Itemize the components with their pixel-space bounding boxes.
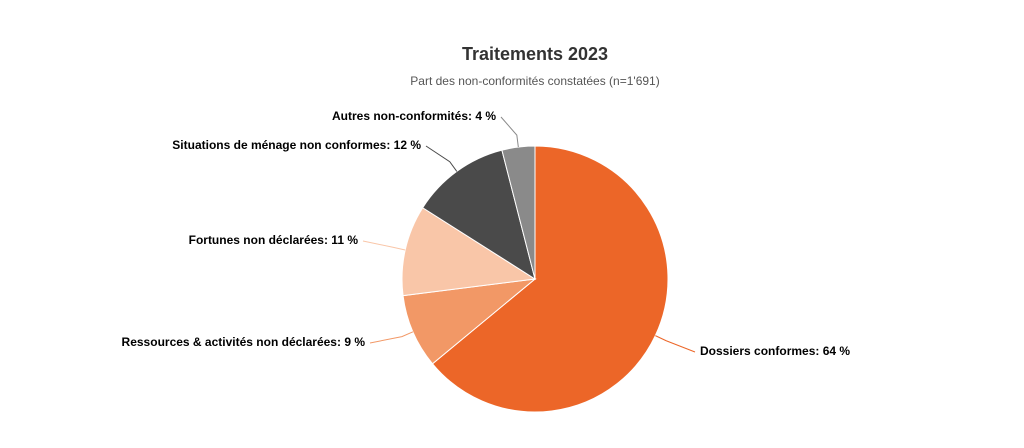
pie-slice: [422, 149, 536, 281]
chart-title: Traitements 2023: [462, 44, 608, 64]
leader-line: [655, 335, 696, 353]
slice-label: Ressources & activités non déclarées: 9 …: [122, 335, 366, 349]
slice-label: Dossiers conformes: 64 %: [700, 344, 850, 358]
slice-label: Autres non-conformités: 4 %: [332, 109, 496, 123]
chart-subtitle: Part des non-conformités constatées (n=1…: [410, 74, 659, 88]
slice-label: Situations de ménage non conformes: 12 %: [172, 138, 421, 152]
leader-line: [362, 240, 406, 251]
leader-line: [500, 116, 519, 148]
leader-line: [425, 145, 458, 172]
leader-line: [369, 331, 414, 344]
slice-label: Fortunes non déclarées: 11 %: [189, 233, 359, 247]
